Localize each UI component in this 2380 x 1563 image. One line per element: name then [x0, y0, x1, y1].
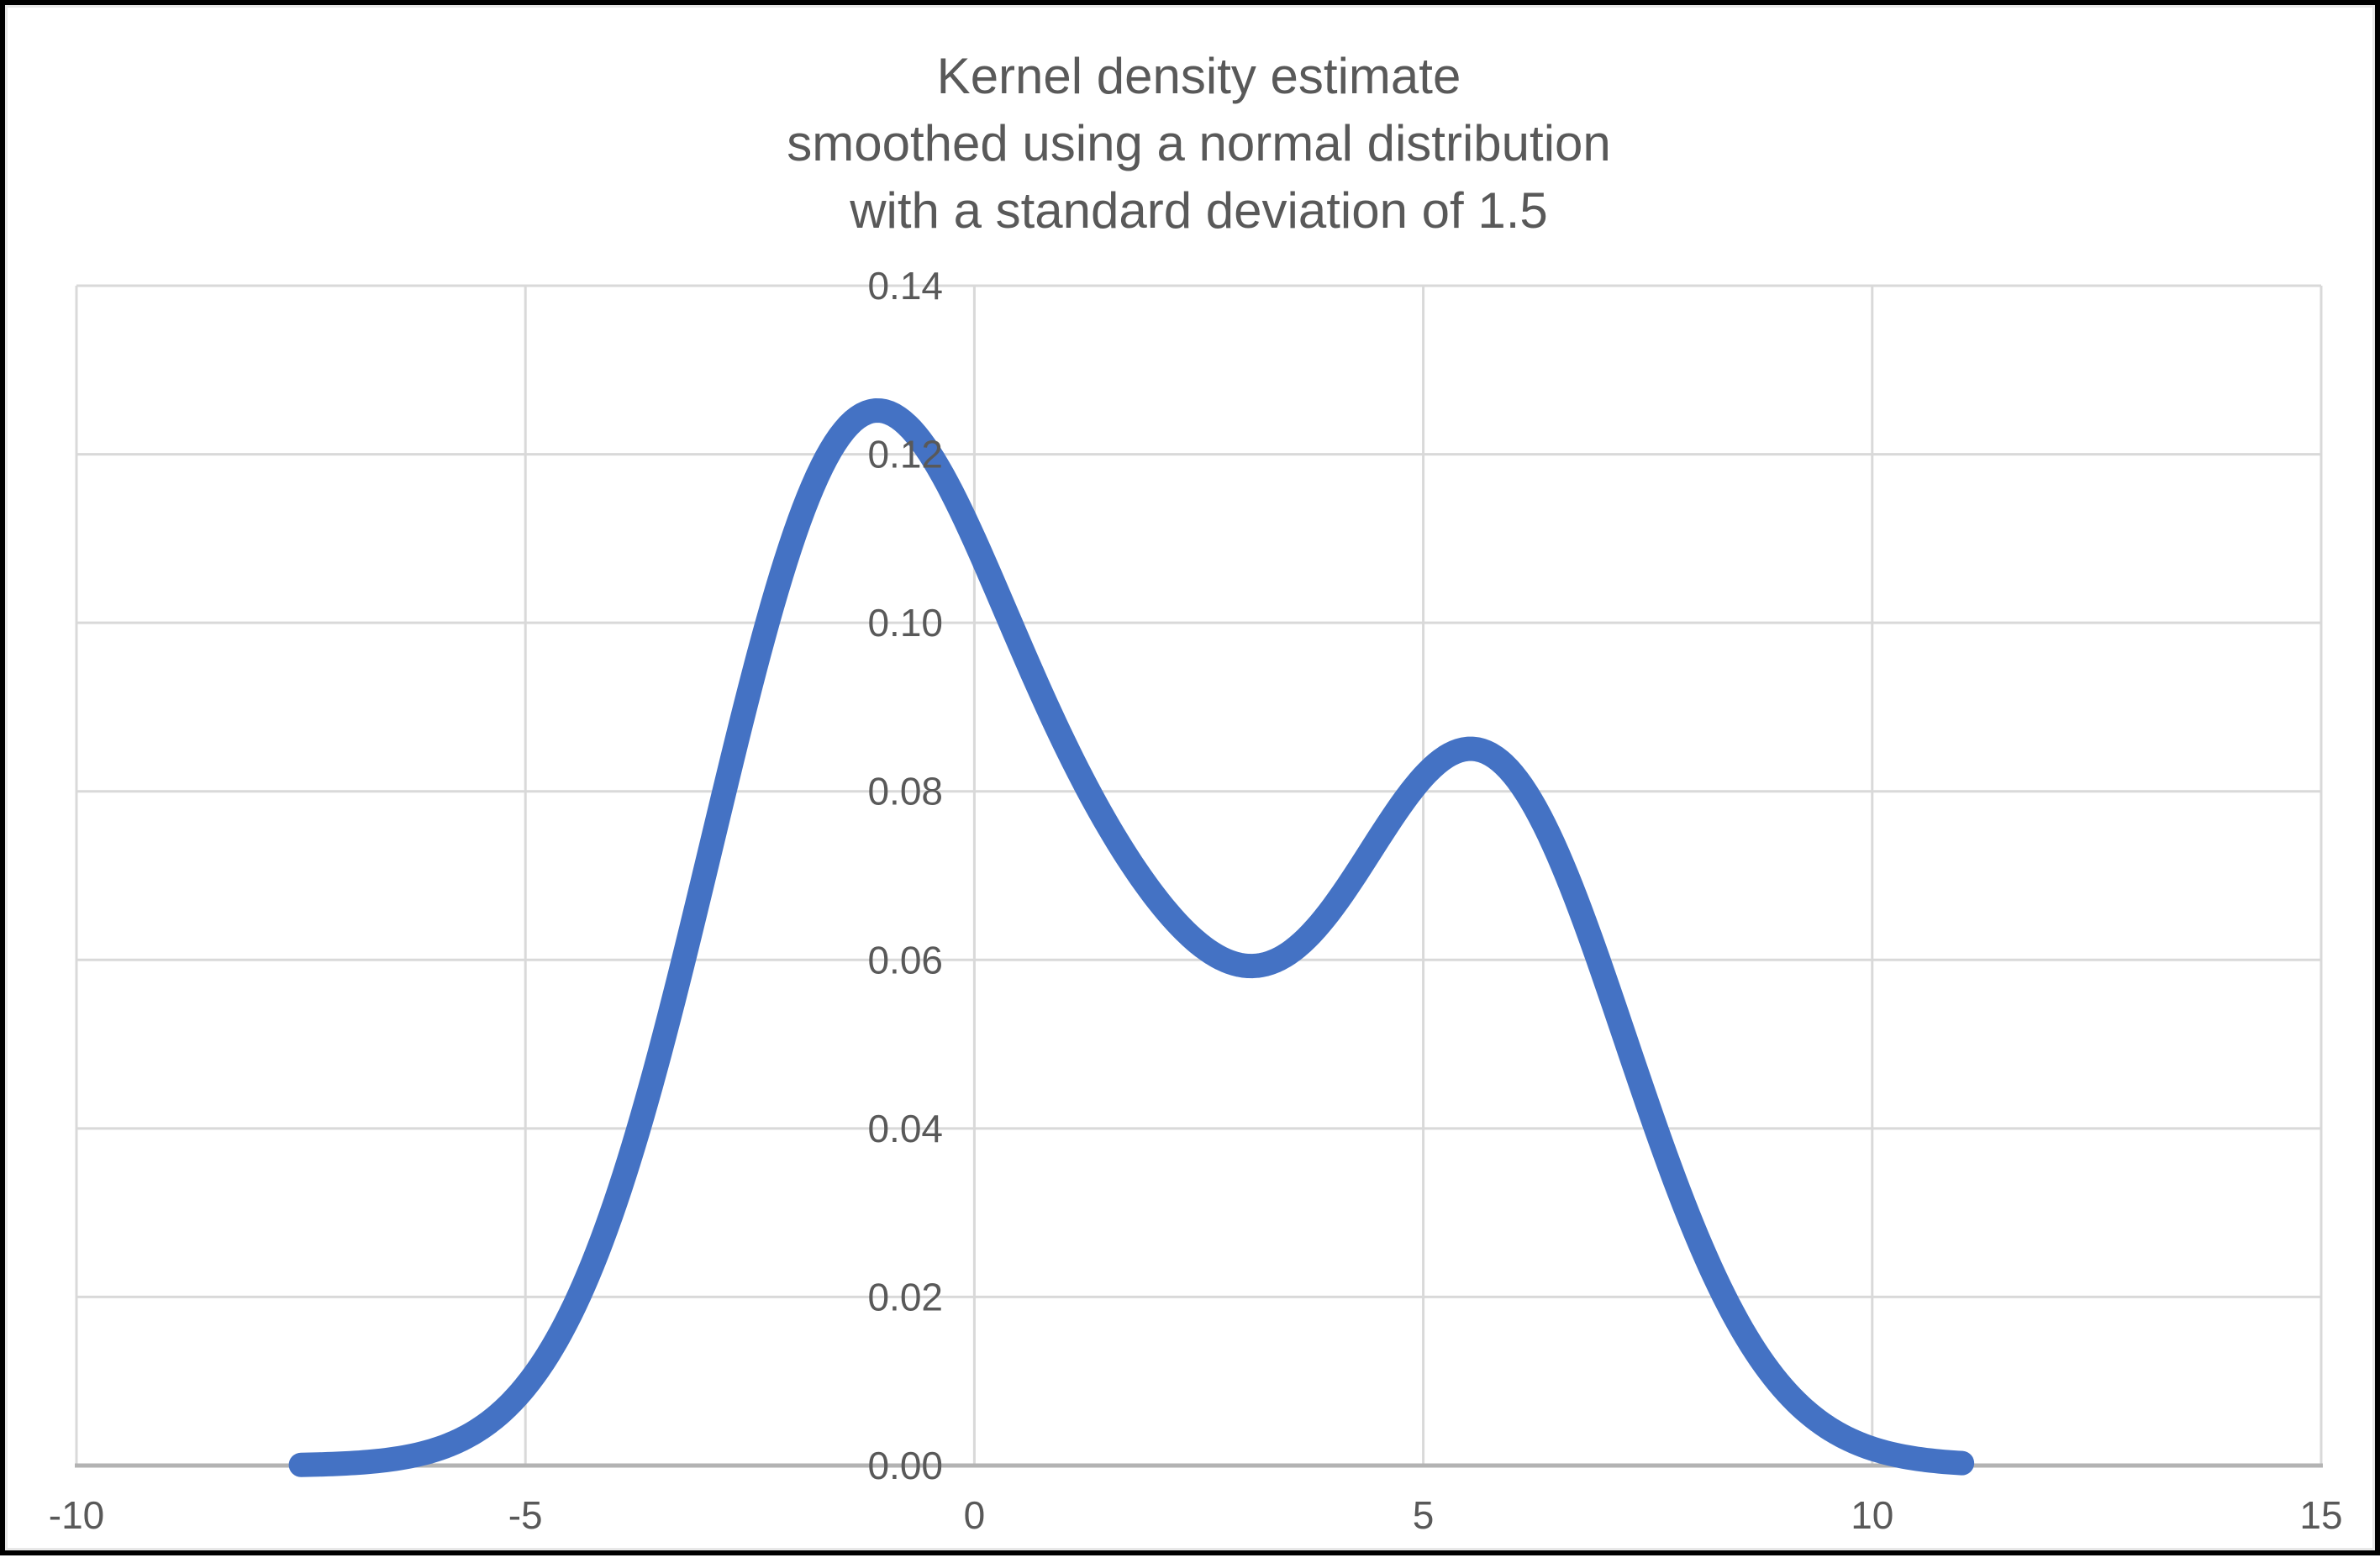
- y-tick-label-7: 0.00: [867, 1444, 943, 1487]
- y-tick-label-3: 0.08: [867, 770, 943, 813]
- y-tick-label-2: 0.10: [867, 601, 943, 645]
- y-tick-label-5: 0.04: [867, 1107, 943, 1150]
- x-tick-label-3: 5: [1413, 1493, 1435, 1537]
- y-tick-label-0: 0.14: [867, 264, 943, 308]
- y-tick-labels: 0.14 0.12 0.10 0.08 0.06 0.04 0.02 0.00: [867, 264, 943, 1487]
- plot-svg: 0.14 0.12 0.10 0.08 0.06 0.04 0.02 0.00 -10 -5 0 5 1…: [49, 264, 2343, 1537]
- y-tick-label-6: 0.02: [867, 1275, 943, 1318]
- y-tick-label-4: 0.06: [867, 938, 943, 981]
- x-tick-label-1: -5: [508, 1493, 543, 1537]
- chart-title-line-2: smoothed using a normal distribution: [787, 115, 1611, 171]
- x-tick-label-4: 10: [1851, 1493, 1893, 1537]
- x-tick-labels: -10 -5 0 5 10 15: [49, 1493, 2343, 1537]
- x-tick-label-2: 0: [964, 1493, 986, 1537]
- y-tick-label-1: 0.12: [867, 433, 943, 476]
- x-tick-label-5: 15: [2299, 1493, 2342, 1537]
- chart-title-line-3: with a standard deviation of 1.5: [850, 182, 1548, 239]
- x-tick-label-0: -10: [49, 1493, 104, 1537]
- kde-chart: 0.14 0.12 0.10 0.08 0.06 0.04 0.02 0.00 -10 -5 0 5 1…: [5, 5, 2375, 1550]
- chart-title: Kernel density estimate smoothed using a…: [76, 43, 2321, 245]
- chart-title-line-1: Kernel density estimate: [936, 48, 1461, 104]
- gridlines: [75, 284, 2323, 1467]
- kde-curve: [288, 398, 1975, 1477]
